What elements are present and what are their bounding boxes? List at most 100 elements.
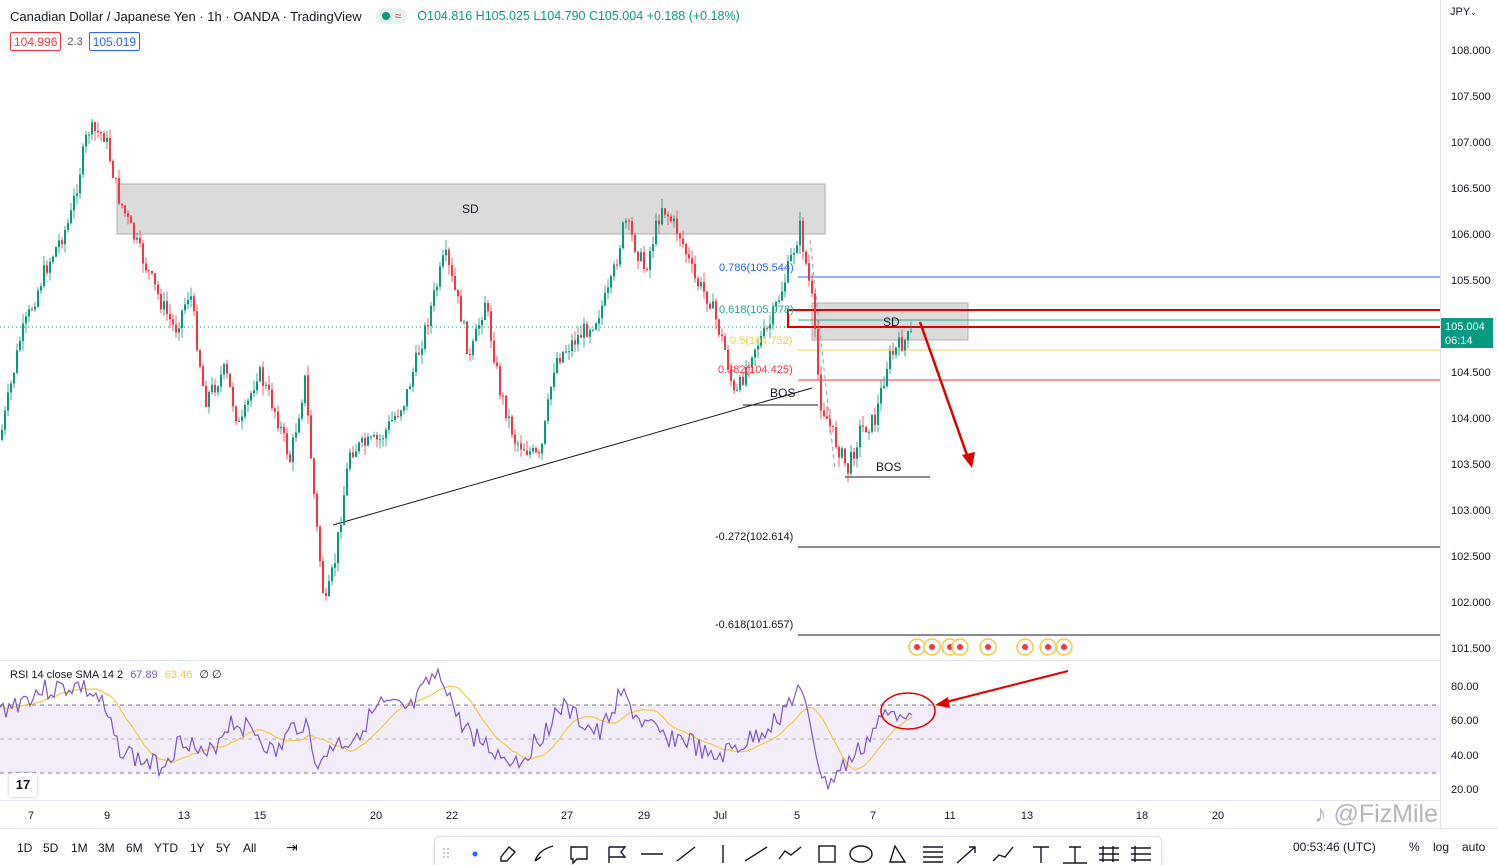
- candle-body: [187, 299, 189, 305]
- range-1y-button[interactable]: 1Y: [190, 841, 205, 855]
- economic-event-dot: [1045, 644, 1051, 650]
- dot-icon[interactable]: [472, 851, 478, 857]
- candle-body: [196, 311, 198, 351]
- arrow-chart-icon[interactable]: [992, 846, 1014, 862]
- symbol-header[interactable]: Canadian Dollar / Japanese Yen · 1h · OA…: [10, 8, 740, 24]
- range-6m-button[interactable]: 6M: [126, 841, 143, 855]
- candle-body: [529, 451, 531, 455]
- candle-body: [94, 122, 96, 131]
- candle-body: [334, 563, 336, 568]
- select-box-icon[interactable]: [818, 845, 836, 863]
- drag-handle-icon[interactable]: [443, 848, 449, 858]
- range-1d-button[interactable]: 1D: [17, 841, 33, 855]
- rsi-pane[interactable]: [0, 661, 1440, 800]
- candle-body: [832, 425, 834, 428]
- pane-separator[interactable]: [0, 660, 1440, 661]
- candle-body: [715, 301, 717, 320]
- hash-lines-icon[interactable]: [1099, 846, 1119, 862]
- range-3m-button[interactable]: 3M: [98, 841, 115, 855]
- highlight-rectangle[interactable]: [787, 309, 1440, 328]
- candle-body: [604, 292, 606, 306]
- ask-price-button[interactable]: 105.019: [88, 32, 141, 51]
- range-5d-button[interactable]: 5D: [43, 841, 59, 855]
- polyline-icon[interactable]: [778, 846, 802, 860]
- candle-body: [688, 254, 690, 259]
- candle-body: [514, 434, 516, 444]
- currency-selector[interactable]: JPY⌄: [1450, 6, 1477, 18]
- candle-body: [79, 174, 81, 194]
- fib-levels-icon[interactable]: [923, 846, 943, 863]
- supply-demand-zone-upper[interactable]: [116, 183, 826, 235]
- text-tool-icon[interactable]: [1033, 846, 1049, 863]
- log-scale-button[interactable]: log: [1433, 840, 1450, 854]
- candle-body: [901, 337, 903, 351]
- candle-body: [772, 306, 774, 325]
- time-axis[interactable]: 7 9 13 15 20 22 27 29 Jul 5 7 11 13 18 2…: [0, 800, 1440, 828]
- candle-body: [871, 414, 873, 432]
- candle-body: [313, 458, 315, 494]
- candle-body: [802, 220, 804, 252]
- candle-body: [145, 263, 147, 271]
- candle-body: [97, 130, 99, 133]
- range-all-button[interactable]: All: [243, 841, 257, 855]
- candle-body: [793, 253, 795, 255]
- rsi-pointer-arrow[interactable]: [941, 670, 1069, 704]
- rsi-highlight-circle[interactable]: [880, 692, 936, 730]
- price-tick: 103.500: [1451, 459, 1491, 471]
- range-1m-button[interactable]: 1M: [71, 841, 88, 855]
- candle-body: [601, 305, 603, 319]
- candle-body: [49, 261, 51, 273]
- candle-body: [796, 245, 798, 254]
- market-open-dot-icon: [381, 12, 390, 20]
- circle-icon[interactable]: [849, 845, 873, 863]
- candle-body: [250, 393, 252, 401]
- rectangle-icon[interactable]: [570, 846, 588, 865]
- candle-body: [505, 395, 507, 419]
- triangle-icon[interactable]: [889, 844, 907, 863]
- candle-body: [568, 351, 570, 353]
- candle-body: [412, 371, 414, 387]
- event-markers[interactable]: [908, 638, 1073, 656]
- path-icon[interactable]: [956, 846, 976, 864]
- candle-body: [22, 323, 24, 342]
- candle-body: [298, 418, 300, 433]
- candle-body: [592, 329, 594, 331]
- candle-body: [547, 399, 549, 421]
- candle-body: [640, 252, 642, 262]
- projection-arrow[interactable]: [918, 321, 970, 459]
- candle-body: [895, 347, 897, 355]
- market-status-badge[interactable]: ≈: [375, 8, 408, 24]
- trend-angle-icon[interactable]: [676, 846, 696, 862]
- bid-price-button[interactable]: 104.996: [10, 32, 62, 51]
- go-to-date-icon[interactable]: ⇥: [286, 839, 298, 855]
- table-icon[interactable]: [1131, 846, 1151, 862]
- watermark: ♪ @FizMile: [1314, 800, 1438, 829]
- candle-body: [361, 438, 363, 443]
- range-5y-button[interactable]: 5Y: [216, 841, 231, 855]
- candle-body: [907, 331, 909, 341]
- tradingview-logo-icon[interactable]: 17: [9, 773, 37, 797]
- candle-body: [88, 134, 90, 136]
- rsi-legend[interactable]: RSI 14 close SMA 14 2 67.89 63.46 ∅ ∅: [10, 668, 222, 681]
- candle-body: [220, 374, 222, 387]
- candle-body: [742, 376, 744, 385]
- price-range-icon[interactable]: [1063, 846, 1087, 864]
- price-chart[interactable]: [0, 0, 1440, 660]
- candle-body: [385, 429, 387, 439]
- utc-clock[interactable]: 00:53:46 (UTC): [1293, 840, 1376, 854]
- eraser-icon[interactable]: [500, 846, 517, 862]
- trend-line[interactable]: [332, 387, 813, 526]
- brush-icon[interactable]: [534, 845, 554, 862]
- candle-body: [445, 249, 447, 256]
- flag-icon[interactable]: [608, 846, 627, 863]
- price-axis[interactable]: 108.000 107.500 107.000 106.500 106.000 …: [1440, 0, 1498, 828]
- auto-scale-button[interactable]: auto: [1462, 840, 1486, 854]
- symbol-title[interactable]: Canadian Dollar / Japanese Yen · 1h · OA…: [10, 8, 362, 24]
- candle-body: [751, 357, 753, 368]
- candle-body: [703, 282, 705, 292]
- candle-body: [562, 351, 564, 363]
- time-tick: 13: [177, 810, 191, 822]
- percent-scale-button[interactable]: %: [1409, 840, 1420, 854]
- range-ytd-button[interactable]: YTD: [154, 841, 178, 855]
- trend-line-icon[interactable]: [744, 846, 768, 862]
